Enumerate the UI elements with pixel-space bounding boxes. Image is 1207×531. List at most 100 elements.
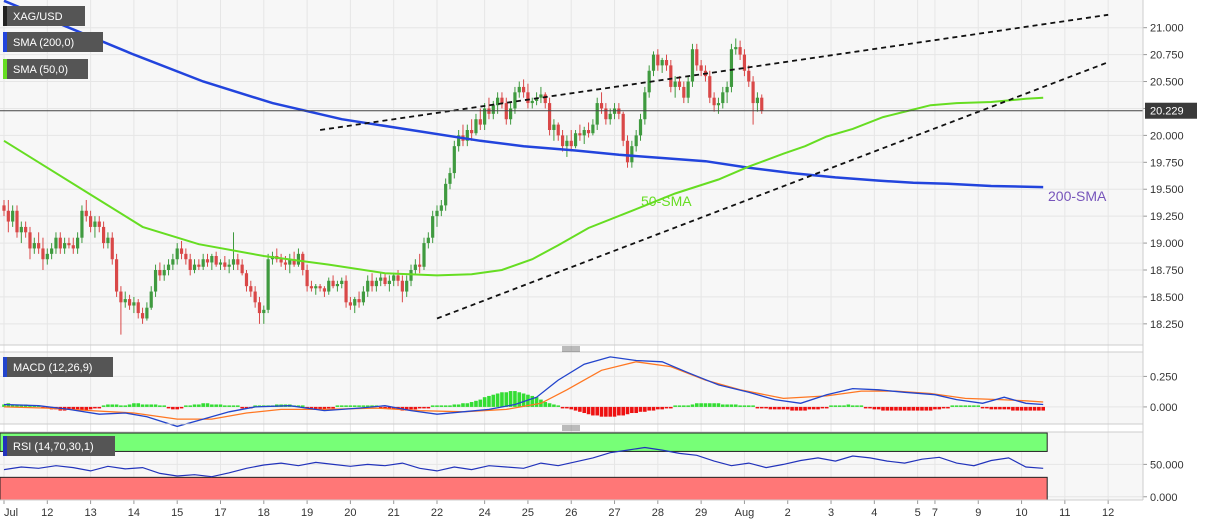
macd-histogram-bar — [123, 405, 128, 407]
macd-histogram-bar — [621, 406, 625, 416]
candle-body — [11, 210, 15, 222]
rsi-badge[interactable]: RSI (14,70,30,1) — [3, 436, 115, 456]
x-tick-label: 26 — [565, 507, 577, 519]
macd-histogram-bar — [231, 405, 236, 407]
macd-histogram-bar — [617, 406, 621, 416]
macd-histogram-bar — [162, 405, 167, 407]
macd-histogram-bar — [300, 405, 305, 407]
macd-histogram-bar — [894, 406, 898, 411]
candle-body — [630, 146, 634, 163]
macd-histogram-bar — [842, 405, 846, 407]
macd-histogram-bar — [928, 406, 933, 411]
macd-histogram-bar — [811, 406, 816, 410]
macd-histogram-bar — [84, 406, 89, 411]
candle-body — [335, 284, 340, 287]
macd-histogram-bar — [677, 405, 682, 407]
price-y-tick-label: 18.500 — [1150, 292, 1184, 304]
candle-body — [742, 54, 747, 71]
x-tick-label: 11 — [1059, 507, 1070, 519]
macd-histogram-bar — [517, 392, 522, 407]
macd-badge[interactable]: MACD (12,26,9) — [3, 357, 113, 377]
candle-body — [344, 280, 348, 303]
macd-histogram-bar — [469, 402, 474, 407]
macd-histogram-bar — [223, 405, 227, 407]
sma50-badge[interactable]: SMA (50,0) — [3, 59, 88, 79]
candle-body — [383, 277, 387, 284]
x-tick-label: 18 — [258, 507, 270, 519]
macd-histogram-bar — [630, 406, 634, 414]
candle-body — [682, 86, 686, 98]
x-tick-label: 25 — [522, 507, 534, 519]
price-y-tick-label: 20.500 — [1150, 77, 1184, 89]
candle-body — [651, 54, 656, 71]
macd-histogram-bar — [205, 403, 210, 407]
macd-histogram-bar — [504, 392, 509, 407]
x-tick-label: Aug — [735, 507, 755, 519]
macd-histogram-bar — [214, 404, 218, 407]
candle-body — [188, 259, 192, 270]
candle-body — [171, 259, 175, 265]
candle-body — [340, 280, 344, 284]
candle-body — [483, 108, 487, 125]
rsi-y-tick-label: 50.000 — [1150, 459, 1184, 471]
candle-body — [586, 130, 591, 134]
price-y-tick-label: 18.750 — [1150, 265, 1184, 277]
macd-histogram-bar — [595, 406, 600, 416]
candle-body — [292, 259, 296, 265]
macd-histogram-bar — [868, 406, 872, 409]
macd-histogram-bar — [335, 405, 340, 407]
x-tick-label: 19 — [301, 507, 313, 519]
candle-body — [322, 288, 327, 292]
macd-histogram-bar — [171, 406, 175, 410]
candle-body — [643, 92, 647, 120]
candle-body — [470, 130, 474, 134]
candle-body — [448, 173, 452, 184]
macd-histogram-bar — [1037, 406, 1041, 411]
sma50-line — [3, 96, 1044, 277]
x-tick-label: 21 — [388, 507, 400, 519]
candle-body — [452, 146, 456, 174]
macd-histogram-bar — [119, 405, 123, 407]
x-tick-label: 2 — [785, 507, 791, 519]
macd-histogram-bar — [599, 406, 604, 417]
macd-histogram-bar — [1041, 406, 1045, 411]
macd-histogram-bar — [578, 406, 582, 412]
candle-body — [582, 130, 586, 136]
macd-histogram-bar — [322, 406, 327, 410]
sma200-badge[interactable]: SMA (200,0) — [3, 32, 103, 52]
macd-histogram-bar — [980, 406, 985, 409]
candle-body — [227, 264, 231, 267]
x-tick-label: 17 — [214, 507, 226, 519]
candle-body — [210, 256, 214, 263]
macd-histogram-bar — [456, 404, 461, 407]
x-tick-label: 12 — [41, 507, 53, 519]
rsi-pane-resize-handle[interactable] — [562, 425, 580, 431]
symbol-badge[interactable]: XAG/USD — [3, 6, 85, 26]
candle-body — [435, 210, 439, 217]
candle-body — [288, 259, 292, 265]
candle-body — [664, 60, 669, 66]
macd-histogram-bar — [941, 406, 946, 409]
macd-pane-resize-handle[interactable] — [562, 346, 580, 352]
price-y-tick-label: 19.500 — [1150, 184, 1184, 196]
macd-histogram-bar — [326, 406, 331, 409]
macd-histogram-bar — [218, 404, 223, 407]
macd-histogram-bar — [612, 406, 617, 417]
candle-body — [244, 273, 249, 287]
macd-histogram-bar — [348, 405, 353, 407]
macd-histogram-bar — [227, 405, 231, 407]
candle-body — [565, 140, 569, 147]
candle-body — [534, 97, 539, 101]
candle-body — [418, 264, 422, 267]
macd-histogram-bar — [513, 391, 517, 407]
macd-histogram-bar — [604, 406, 608, 417]
candle-body — [257, 302, 262, 314]
candle-body — [136, 302, 140, 314]
macd-histogram-bar — [985, 406, 989, 409]
macd-histogram-bar — [712, 403, 716, 407]
macd-histogram-bar — [993, 406, 998, 410]
macd-histogram-bar — [166, 406, 171, 409]
macd-histogram-bar — [924, 406, 929, 411]
macd-histogram-bar — [114, 404, 119, 407]
